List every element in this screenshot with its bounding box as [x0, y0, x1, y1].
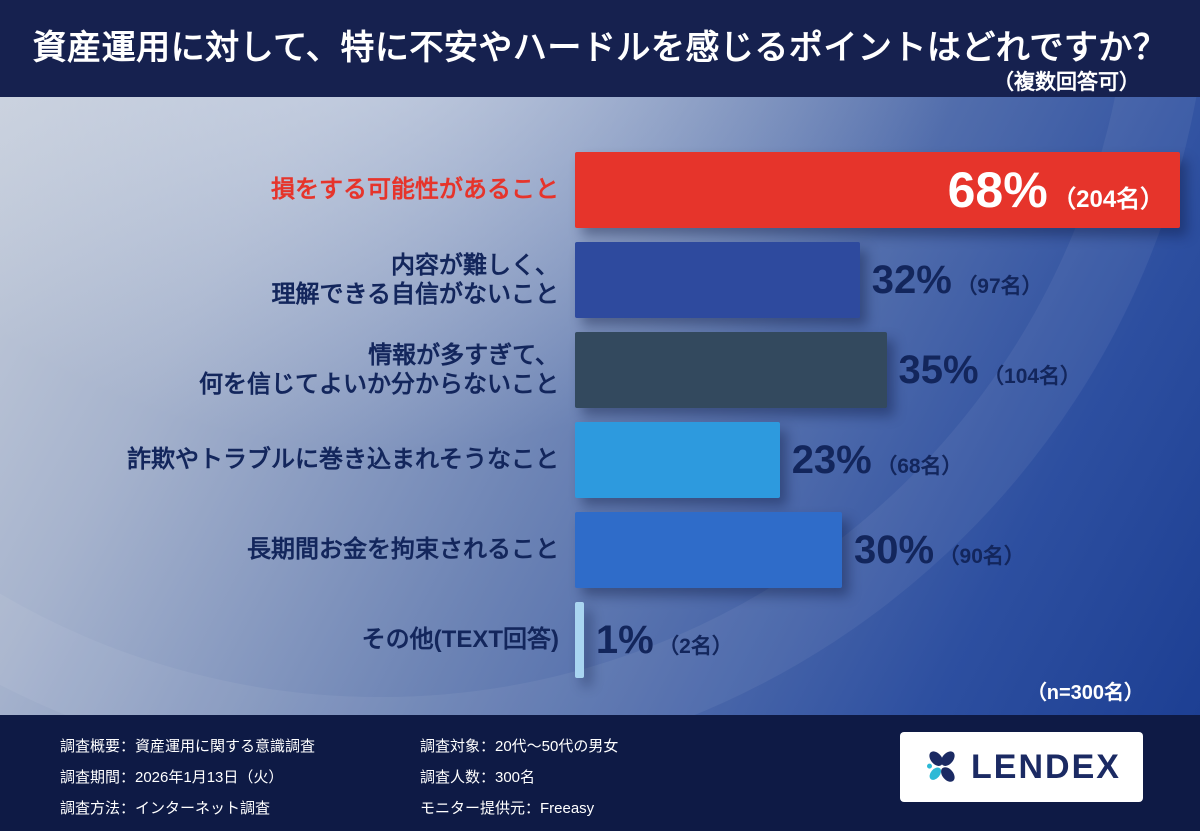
bar-value: 30% （90名） [854, 528, 1025, 573]
bar [575, 602, 584, 678]
bar-track: 1% （2名） [575, 602, 1200, 678]
lendex-logo: LENDEX [900, 732, 1143, 802]
bar-count: （104名） [983, 364, 1082, 388]
bar-track: 68% （204名） [575, 152, 1200, 228]
bar-count: （97名） [956, 274, 1043, 298]
bar-row: 詐欺やトラブルに巻き込まれそうなこと 23% （68名） [0, 415, 1200, 505]
bar-row: 内容が難しく、 理解できる自信がないこと 32% （97名） [0, 235, 1200, 325]
bar-label: 損をする可能性があること [271, 176, 559, 204]
survey-method: 調査方法：インターネット調査 [60, 800, 271, 817]
bar-count: （68名） [876, 454, 963, 478]
bar-row: 情報が多すぎて、 何を信じてよいか分からないこと 35% （104名） [0, 325, 1200, 415]
bar-label: その他(TEXT回答) [361, 626, 559, 654]
bar-value: 68% （204名） [948, 161, 1165, 219]
bar-row: 損をする可能性があること 68% （204名） [0, 145, 1200, 235]
bar-label: 内容が難しく、 理解できる自信がないこと [271, 251, 559, 308]
bar-count: （90名） [938, 544, 1025, 568]
bar-row: 長期間お金を拘束されること 30% （90名） [0, 505, 1200, 595]
survey-count: 調査人数：300名 [420, 769, 536, 786]
bar-percent: 23% [791, 437, 872, 482]
bar-value: 35% （104名） [899, 348, 1082, 393]
bar-value: 32% （97名） [872, 258, 1043, 303]
bar-count: （204名） [1052, 186, 1165, 213]
bar-label: 情報が多すぎて、 何を信じてよいか分からないこと [199, 341, 559, 398]
bar [575, 422, 780, 498]
bar-rows: 損をする可能性があること 68% （204名） 内容が難しく、 理解できる自信がな… [0, 145, 1200, 685]
bar-track: 32% （97名） [575, 242, 1200, 318]
bar-value: 23% （68名） [792, 438, 963, 483]
survey-meta-col1: 調査概要：資産運用に関する意識調査 調査期間：2026年1月13日（火） 調査方… [60, 735, 420, 818]
bar-track: 35% （104名） [575, 332, 1200, 408]
survey-meta: 調査概要：資産運用に関する意識調査 調査期間：2026年1月13日（火） 調査方… [0, 715, 1200, 818]
lendex-logo-text: LENDEX [971, 747, 1121, 786]
bar-label: 詐欺やトラブルに巻き込まれそうなこと [127, 446, 559, 474]
bar-label: 長期間お金を拘束されること [247, 536, 559, 564]
bar-percent: 35% [898, 347, 979, 392]
survey-monitor: モニター提供元：Freeasy [420, 800, 595, 817]
header-banner: 資産運用に対して、特に不安やハードルを感じるポイントはどれですか？ （複数回答可… [0, 0, 1200, 97]
bar-track: 23% （68名） [575, 422, 1200, 498]
sample-size-note: （n=300名） [1026, 682, 1144, 704]
bar-percent: 30% [854, 527, 935, 572]
page-title: 資産運用に対して、特に不安やハードルを感じるポイントはどれですか？ [32, 29, 1168, 67]
bar-percent: 68% [947, 162, 1048, 218]
bar-track: 30% （90名） [575, 512, 1200, 588]
survey-target: 調査対象：20代〜50代の男女 [420, 738, 619, 755]
bar-percent: 32% [871, 257, 952, 302]
survey-overview: 調査概要：資産運用に関する意識調査 [60, 738, 316, 755]
footer-bar: 調査概要：資産運用に関する意識調査 調査期間：2026年1月13日（火） 調査方… [0, 715, 1200, 831]
bar: 68% （204名） [575, 152, 1181, 228]
bar-percent: 1% [595, 617, 654, 662]
bar [575, 512, 842, 588]
survey-period: 調査期間：2026年1月13日（火） [60, 769, 284, 786]
bar-value: 1% （2名） [596, 618, 733, 663]
chart-area: 損をする可能性があること 68% （204名） 内容が難しく、 理解できる自信がな… [0, 0, 1200, 777]
bar-row: その他(TEXT回答) 1% （2名） [0, 595, 1200, 685]
bar-count: （2名） [658, 634, 733, 658]
bar [575, 332, 887, 408]
lendex-flower-icon [922, 747, 962, 787]
bar [575, 242, 860, 318]
survey-meta-col2: 調査対象：20代〜50代の男女 調査人数：300名 モニター提供元：Freeas… [420, 735, 618, 818]
multiple-answers-note: （複数回答可） [993, 71, 1140, 94]
